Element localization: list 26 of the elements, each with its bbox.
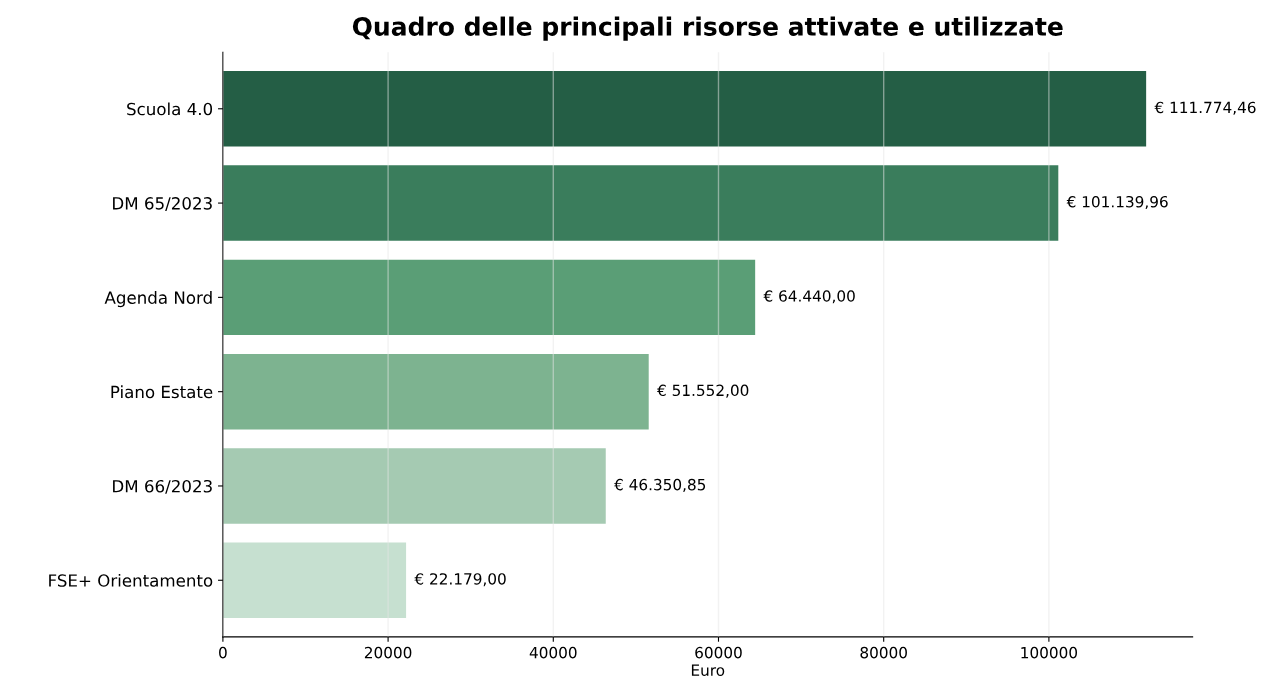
y-tick-label: Agenda Nord: [104, 291, 212, 308]
chart-title: Quadro delle principali risorse attivate e utilizzate: [352, 16, 1063, 41]
x-tick-label: 60000: [695, 646, 742, 659]
y-tick-label: FSE+ Orientamento: [49, 573, 213, 587]
data-label: € 101.139,96: [1066, 195, 1168, 210]
x-tick-label: 20000: [364, 646, 412, 659]
x-axis-title: Euro: [691, 664, 725, 676]
y-tick-label: DM 66/2023: [113, 479, 212, 494]
bar: [222, 542, 407, 618]
y-tick-label: DM 65/2023: [113, 197, 212, 211]
bar: [222, 165, 1059, 241]
bar: [222, 353, 649, 430]
y-tick-label: Scuola 4.0: [127, 102, 213, 116]
data-label: € 111.774,46: [1154, 101, 1256, 115]
y-tick-label: Piano Estate: [111, 385, 213, 399]
data-label: € 64.440,00: [763, 290, 855, 304]
bar: [222, 71, 1147, 147]
data-label: € 46.350,85: [614, 478, 706, 492]
bar: [222, 448, 606, 524]
x-tick-label: 100000: [1021, 646, 1078, 659]
bar: [222, 259, 756, 336]
data-label: € 51.552,00: [657, 384, 749, 398]
x-tick-label: 0: [219, 646, 227, 659]
data-label: € 22.179,00: [414, 573, 506, 587]
x-tick-label: 40000: [529, 646, 577, 659]
x-tick-label: 80000: [860, 646, 907, 659]
